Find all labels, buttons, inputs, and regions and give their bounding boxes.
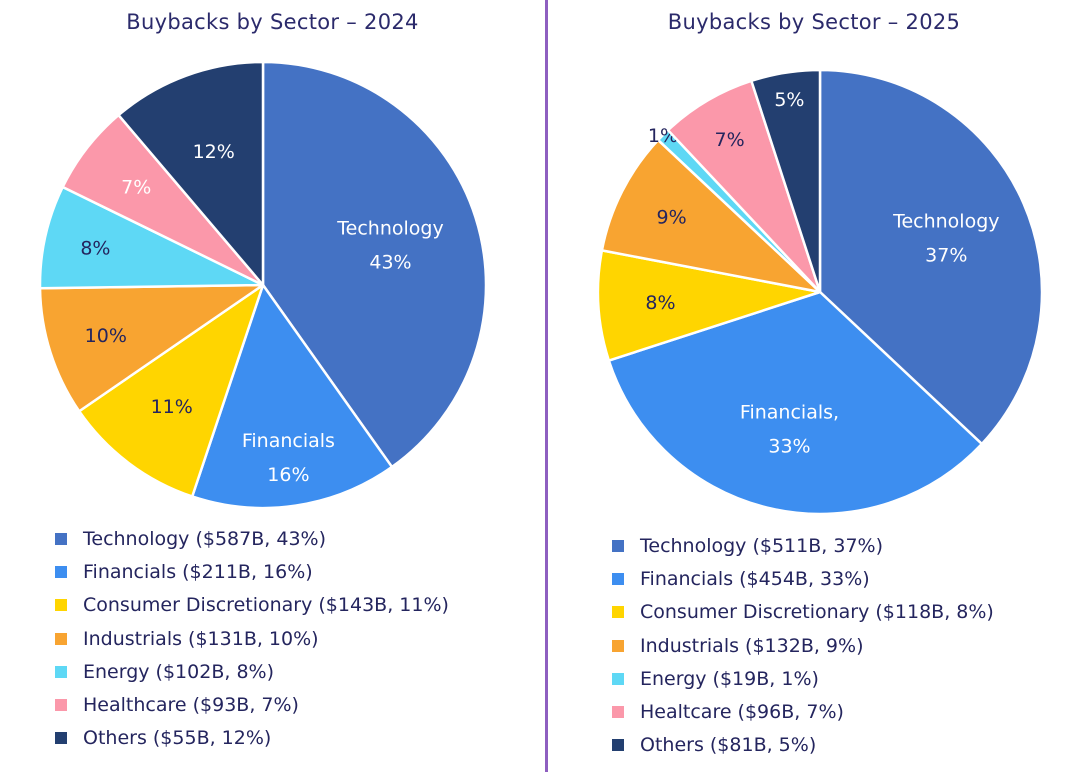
slice-consumer-discretionary-2025 <box>596 249 822 362</box>
slice-label-consumer-discretionary-2025: 8% <box>645 292 675 314</box>
slice-technology-2025 <box>818 68 1044 446</box>
legend-item-financials-2024: Financials ($211B, 16%) <box>55 555 449 588</box>
slice-industrials-2025 <box>600 138 822 294</box>
slice-label-healthcare-2024: 7% <box>121 177 151 199</box>
slice-financials-2025 <box>607 290 984 516</box>
legend-swatch-financials <box>612 572 624 585</box>
legend-item-energy-2025: Energy ($19B, 1%) <box>612 662 994 695</box>
slice-energy-2024 <box>38 185 265 290</box>
legend-swatch-consumer-discretionary <box>612 606 624 619</box>
legend-label: Industrials ($132B, 9%) <box>640 634 864 657</box>
legend-label: Energy ($102B, 8%) <box>83 660 274 683</box>
legend-item-consumer-discretionary-2024: Consumer Discretionary ($143B, 11%) <box>55 589 449 622</box>
legend-label: Others ($55B, 12%) <box>83 727 272 750</box>
slice-consumer-discretionary-2024 <box>77 283 265 498</box>
legend-2025: Technology ($511B, 37%) Financials ($454B… <box>612 529 994 762</box>
slice-label-industrials-2025: 9% <box>657 206 687 228</box>
slice-label-consumer-discretionary-2024: 11% <box>151 396 193 418</box>
legend-swatch-consumer-discretionary <box>55 599 67 612</box>
legend-item-healtcare-2025: Healtcare ($96B, 7%) <box>612 695 994 728</box>
slice-label-technology-2025: Technology 37% <box>892 210 999 266</box>
legend-swatch-healthcare <box>55 699 67 712</box>
legend-item-others-2025: Others ($81B, 5%) <box>612 729 994 762</box>
slice-technology-2024 <box>261 60 488 469</box>
slice-others-2024 <box>117 60 265 287</box>
chart-2024: Buybacks by Sector – 2024 Technology 43% F… <box>38 10 488 755</box>
legend-label: Healtcare ($96B, 7%) <box>640 701 844 724</box>
legend-label: Technology ($511B, 37%) <box>640 534 883 557</box>
chart-2025: Buybacks by Sector – 2025 Technology 37% F… <box>548 0 1080 772</box>
slice-others-2025 <box>750 68 822 294</box>
slice-label-energy-2024: 8% <box>80 238 110 260</box>
legend-label: Healthcare ($93B, 7%) <box>83 694 299 717</box>
legend-item-healthcare-2024: Healthcare ($93B, 7%) <box>55 688 449 721</box>
legend-label: Financials ($211B, 16%) <box>83 560 313 583</box>
legend-item-technology-2024: Technology ($587B, 43%) <box>55 522 449 555</box>
legend-label: Others ($81B, 5%) <box>640 734 817 757</box>
slice-label-industrials-2024: 10% <box>85 325 127 347</box>
panel-divider <box>545 0 548 772</box>
legend-swatch-industrials <box>612 639 624 652</box>
legend-label: Industrials ($131B, 10%) <box>83 627 319 650</box>
legend-item-industrials-2024: Industrials ($131B, 10%) <box>55 622 449 655</box>
legend-swatch-healtcare <box>612 706 624 719</box>
legend-item-energy-2024: Energy ($102B, 8%) <box>55 655 449 688</box>
legend-swatch-energy <box>55 665 67 678</box>
slice-financials-2024 <box>190 283 394 510</box>
pie-2024: Technology 43% Financials 16% 11% 10% 8% 7% 12% <box>38 60 488 510</box>
slice-label-technology-2024: Technology 43% <box>336 217 443 273</box>
slice-label-healtcare-2025: 7% <box>715 129 745 151</box>
legend-swatch-technology <box>612 539 624 552</box>
slice-industrials-2024 <box>38 283 265 413</box>
legend-2024: Technology ($587B, 43%) Financials ($211B… <box>55 522 449 755</box>
legend-item-industrials-2025: Industrials ($132B, 9%) <box>612 629 994 662</box>
slice-label-financials-2025: Financials, 33% <box>740 402 839 458</box>
legend-item-consumer-discretionary-2025: Consumer Discretionary ($118B, 8%) <box>612 596 994 629</box>
legend-label: Energy ($19B, 1%) <box>640 667 819 690</box>
legend-item-others-2024: Others ($55B, 12%) <box>55 722 449 755</box>
legend-label: Consumer Discretionary ($143B, 11%) <box>83 594 449 617</box>
chart-title-2024: Buybacks by Sector – 2024 <box>126 10 419 34</box>
legend-item-financials-2025: Financials ($454B, 33%) <box>612 562 994 595</box>
legend-swatch-energy <box>612 672 624 685</box>
slice-label-others-2025: 5% <box>774 89 804 111</box>
legend-label: Consumer Discretionary ($118B, 8%) <box>640 601 994 624</box>
legend-swatch-technology <box>55 532 67 545</box>
legend-swatch-financials <box>55 565 67 578</box>
legend-swatch-industrials <box>55 632 67 645</box>
legend-swatch-others <box>55 732 67 745</box>
slice-label-financials-2024: Financials 16% <box>242 430 335 486</box>
chart-title-2025: Buybacks by Sector – 2025 <box>667 10 961 34</box>
legend-label: Financials ($454B, 33%) <box>640 567 870 590</box>
pie-2025: Technology 37%Financials, 33%8%9%1% 7%5% <box>596 68 1044 516</box>
legend-item-technology-2025: Technology ($511B, 37%) <box>612 529 994 562</box>
legend-swatch-others <box>612 739 624 752</box>
slice-label-others-2024: 12% <box>193 141 235 163</box>
legend-label: Technology ($587B, 43%) <box>83 527 326 550</box>
